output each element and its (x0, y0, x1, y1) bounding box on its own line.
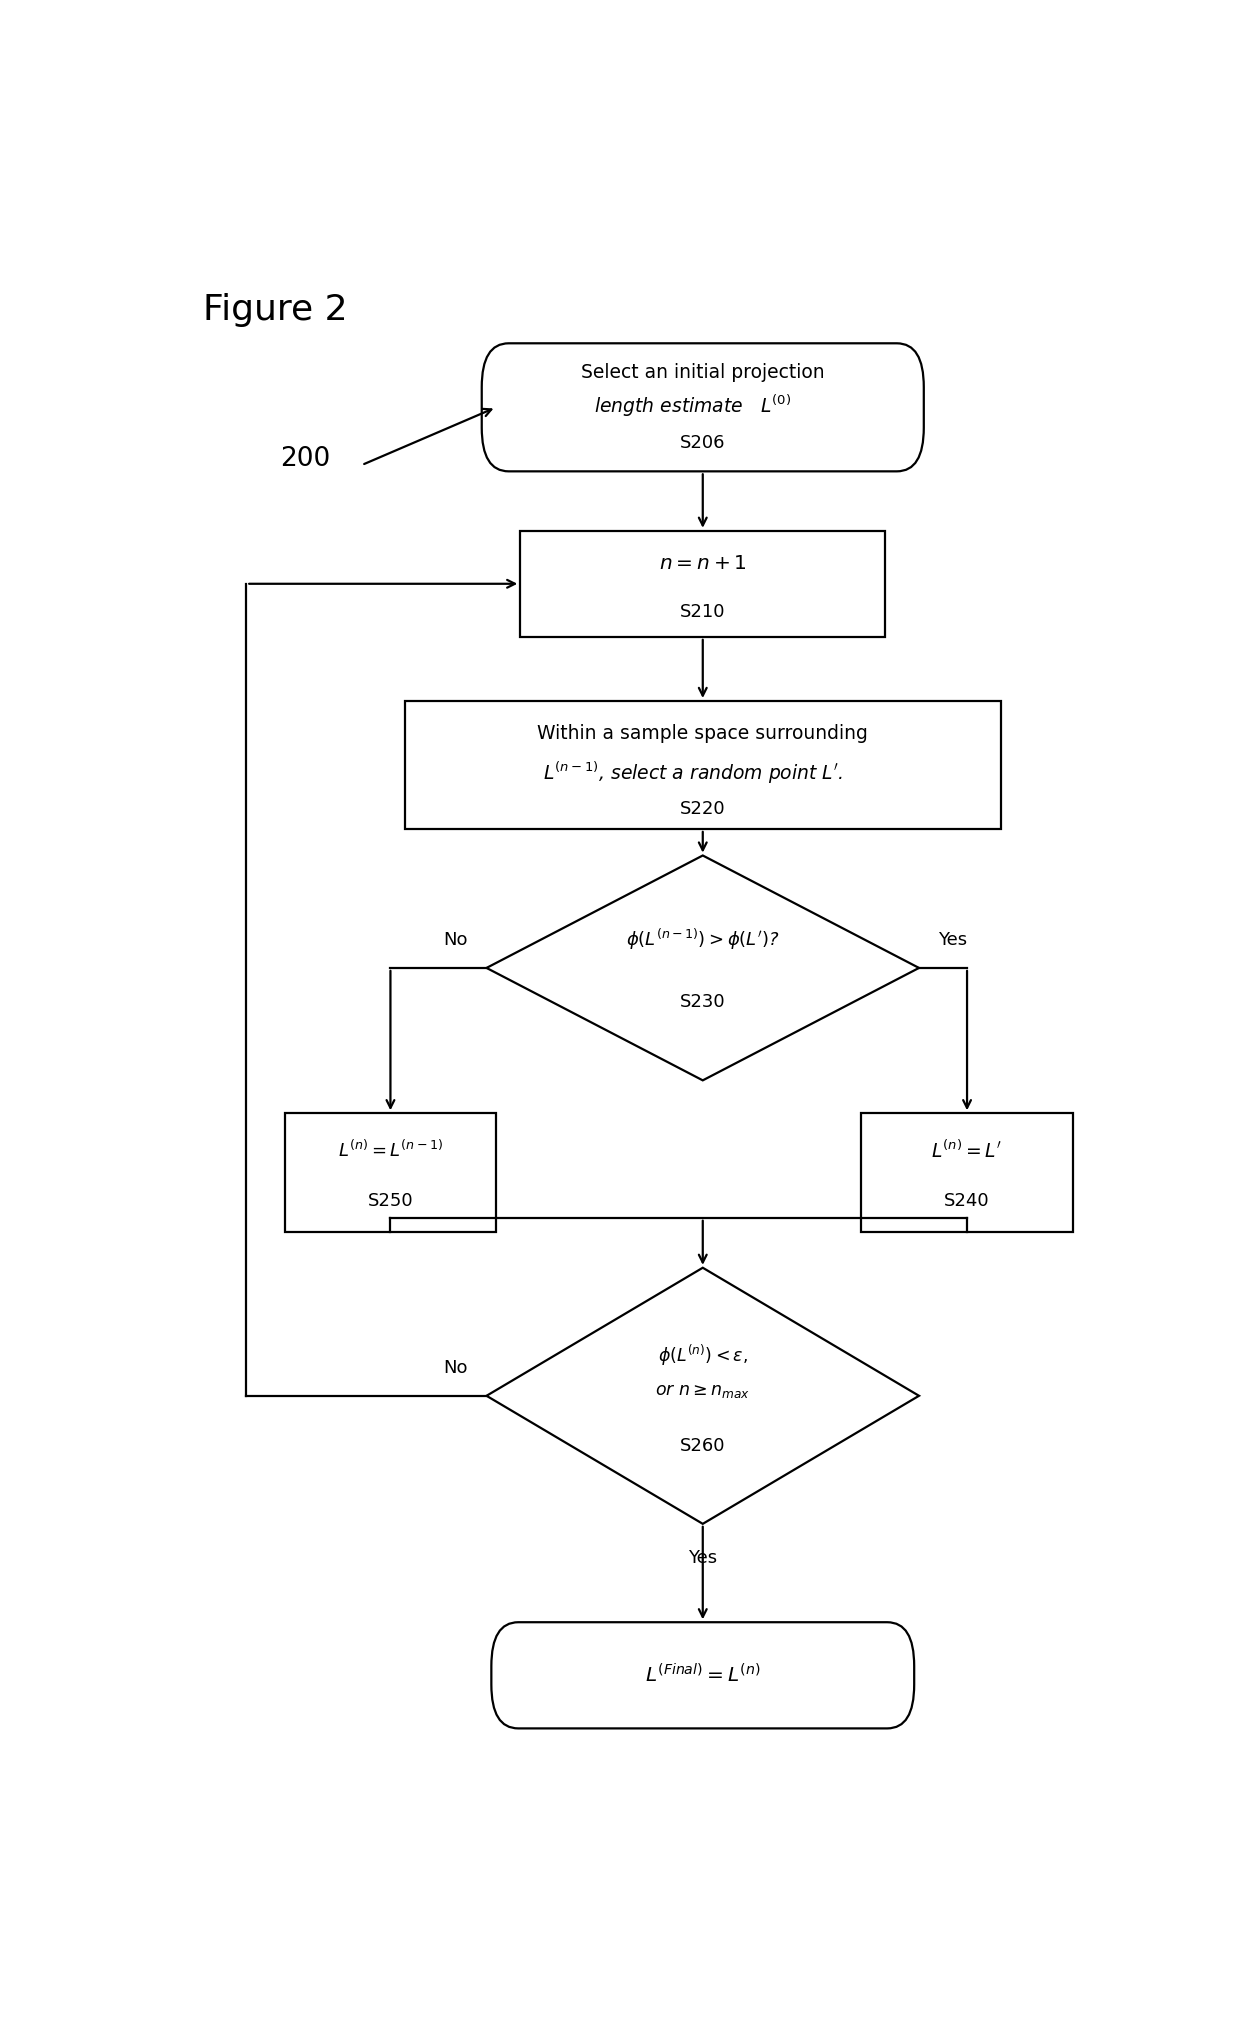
Polygon shape (486, 856, 919, 1081)
Text: Select an initial projection: Select an initial projection (582, 363, 825, 383)
Text: $L^{(n)} = L'$: $L^{(n)} = L'$ (931, 1140, 1003, 1162)
Bar (862, 1113, 1073, 1231)
Text: S240: S240 (944, 1192, 990, 1209)
Text: No: No (443, 931, 467, 949)
Text: S206: S206 (680, 434, 725, 452)
Bar (285, 1113, 496, 1231)
Bar (404, 702, 1001, 829)
Text: Within a sample space surrounding: Within a sample space surrounding (537, 724, 868, 742)
Text: S210: S210 (680, 602, 725, 621)
Text: $L^{(n-1)}$, select a random point $L'$.: $L^{(n-1)}$, select a random point $L'$. (543, 760, 843, 785)
Text: $n = n+1$: $n = n+1$ (658, 554, 746, 574)
FancyBboxPatch shape (481, 343, 924, 470)
Text: $L^{(n)} = L^{(n-1)}$: $L^{(n)} = L^{(n-1)}$ (337, 1140, 443, 1162)
Text: $\phi(L^{(n-1)}) > \phi(L')$?: $\phi(L^{(n-1)}) > \phi(L')$? (626, 927, 780, 953)
FancyBboxPatch shape (491, 1622, 914, 1728)
Text: S250: S250 (367, 1192, 413, 1209)
Text: S220: S220 (680, 799, 725, 817)
Text: length estimate   $L^{(0)}$: length estimate $L^{(0)}$ (594, 393, 792, 420)
Text: $\phi(L^{(n)}) < \epsilon,$: $\phi(L^{(n)}) < \epsilon,$ (657, 1343, 748, 1367)
Text: $L^{(Final)} = L^{(n)}$: $L^{(Final)} = L^{(n)}$ (645, 1663, 760, 1687)
Text: S230: S230 (680, 994, 725, 1012)
Text: or $n \geq n_{max}$: or $n \geq n_{max}$ (655, 1383, 750, 1399)
Text: Yes: Yes (688, 1549, 717, 1568)
Text: 200: 200 (280, 446, 330, 473)
Polygon shape (486, 1268, 919, 1523)
Text: Figure 2: Figure 2 (203, 294, 347, 327)
Text: S260: S260 (680, 1436, 725, 1454)
Text: Yes: Yes (939, 931, 967, 949)
Bar (521, 531, 885, 637)
Text: No: No (443, 1359, 467, 1377)
